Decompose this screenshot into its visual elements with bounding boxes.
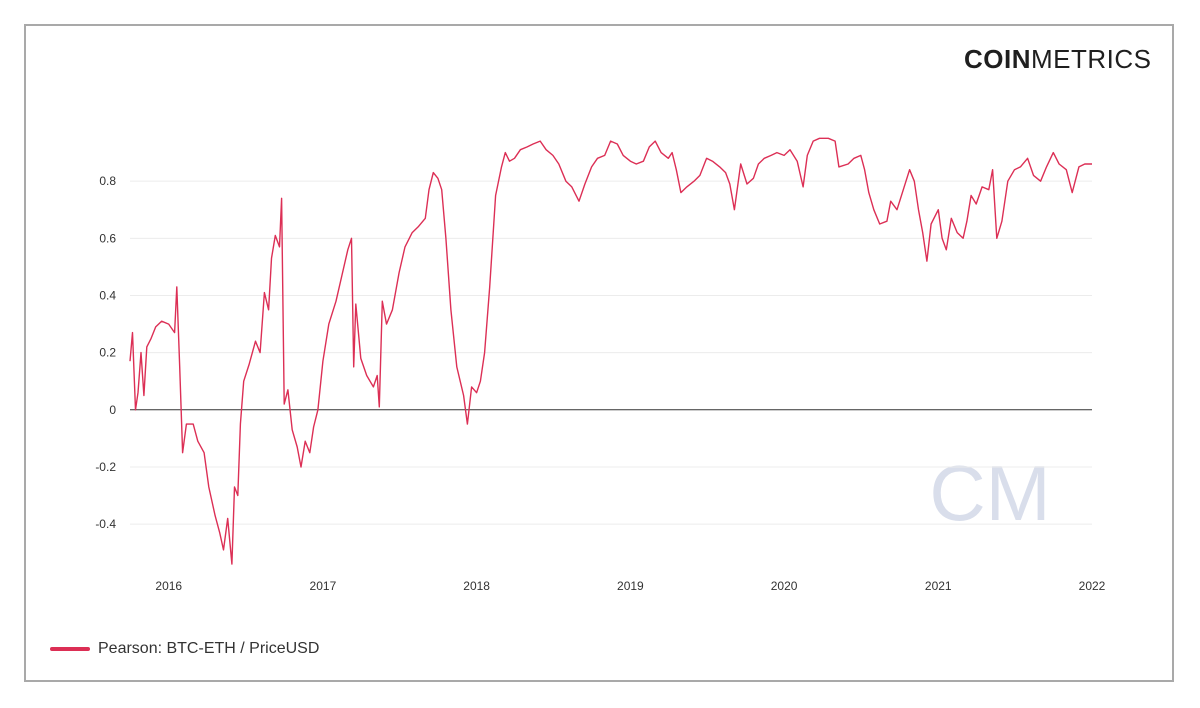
x-tick-label: 2020 <box>771 579 798 593</box>
grid-lines <box>130 180 1092 525</box>
x-tick-label: 2019 <box>617 579 644 593</box>
y-tick-label: 0.4 <box>99 288 116 302</box>
series-line-pearson-btc-eth <box>129 137 1092 565</box>
x-tick-label: 2021 <box>925 579 952 593</box>
x-tick-label: 2016 <box>155 579 182 593</box>
y-tick-label: -0.2 <box>95 460 116 474</box>
legend-swatch <box>50 647 90 651</box>
coinmetrics-logo: COINMETRICS <box>964 44 1152 75</box>
legend-label: Pearson: BTC-ETH / PriceUSD <box>98 640 320 657</box>
legend[interactable]: Pearson: BTC-ETH / PriceUSD <box>50 640 319 658</box>
y-tick-label: 0.2 <box>99 346 116 360</box>
x-tick-label: 2022 <box>1079 579 1106 593</box>
logo-text-coin: COIN <box>964 44 1031 74</box>
logo-text-metrics: METRICS <box>1031 44 1152 74</box>
x-tick-label: 2018 <box>463 579 490 593</box>
y-tick-label: 0.6 <box>99 231 116 245</box>
y-tick-label: 0.8 <box>99 174 116 188</box>
y-tick-label: -0.4 <box>95 517 116 531</box>
cm-watermark: CM <box>929 449 1050 537</box>
y-tick-label: 0 <box>109 403 116 417</box>
y-axis-labels: 0.8 0.6 0.4 0.2 0 -0.2 -0.4 <box>95 174 116 531</box>
x-axis-labels: 2016 2017 2018 2019 2020 2021 2022 <box>155 579 1105 593</box>
x-tick-label: 2017 <box>310 579 337 593</box>
